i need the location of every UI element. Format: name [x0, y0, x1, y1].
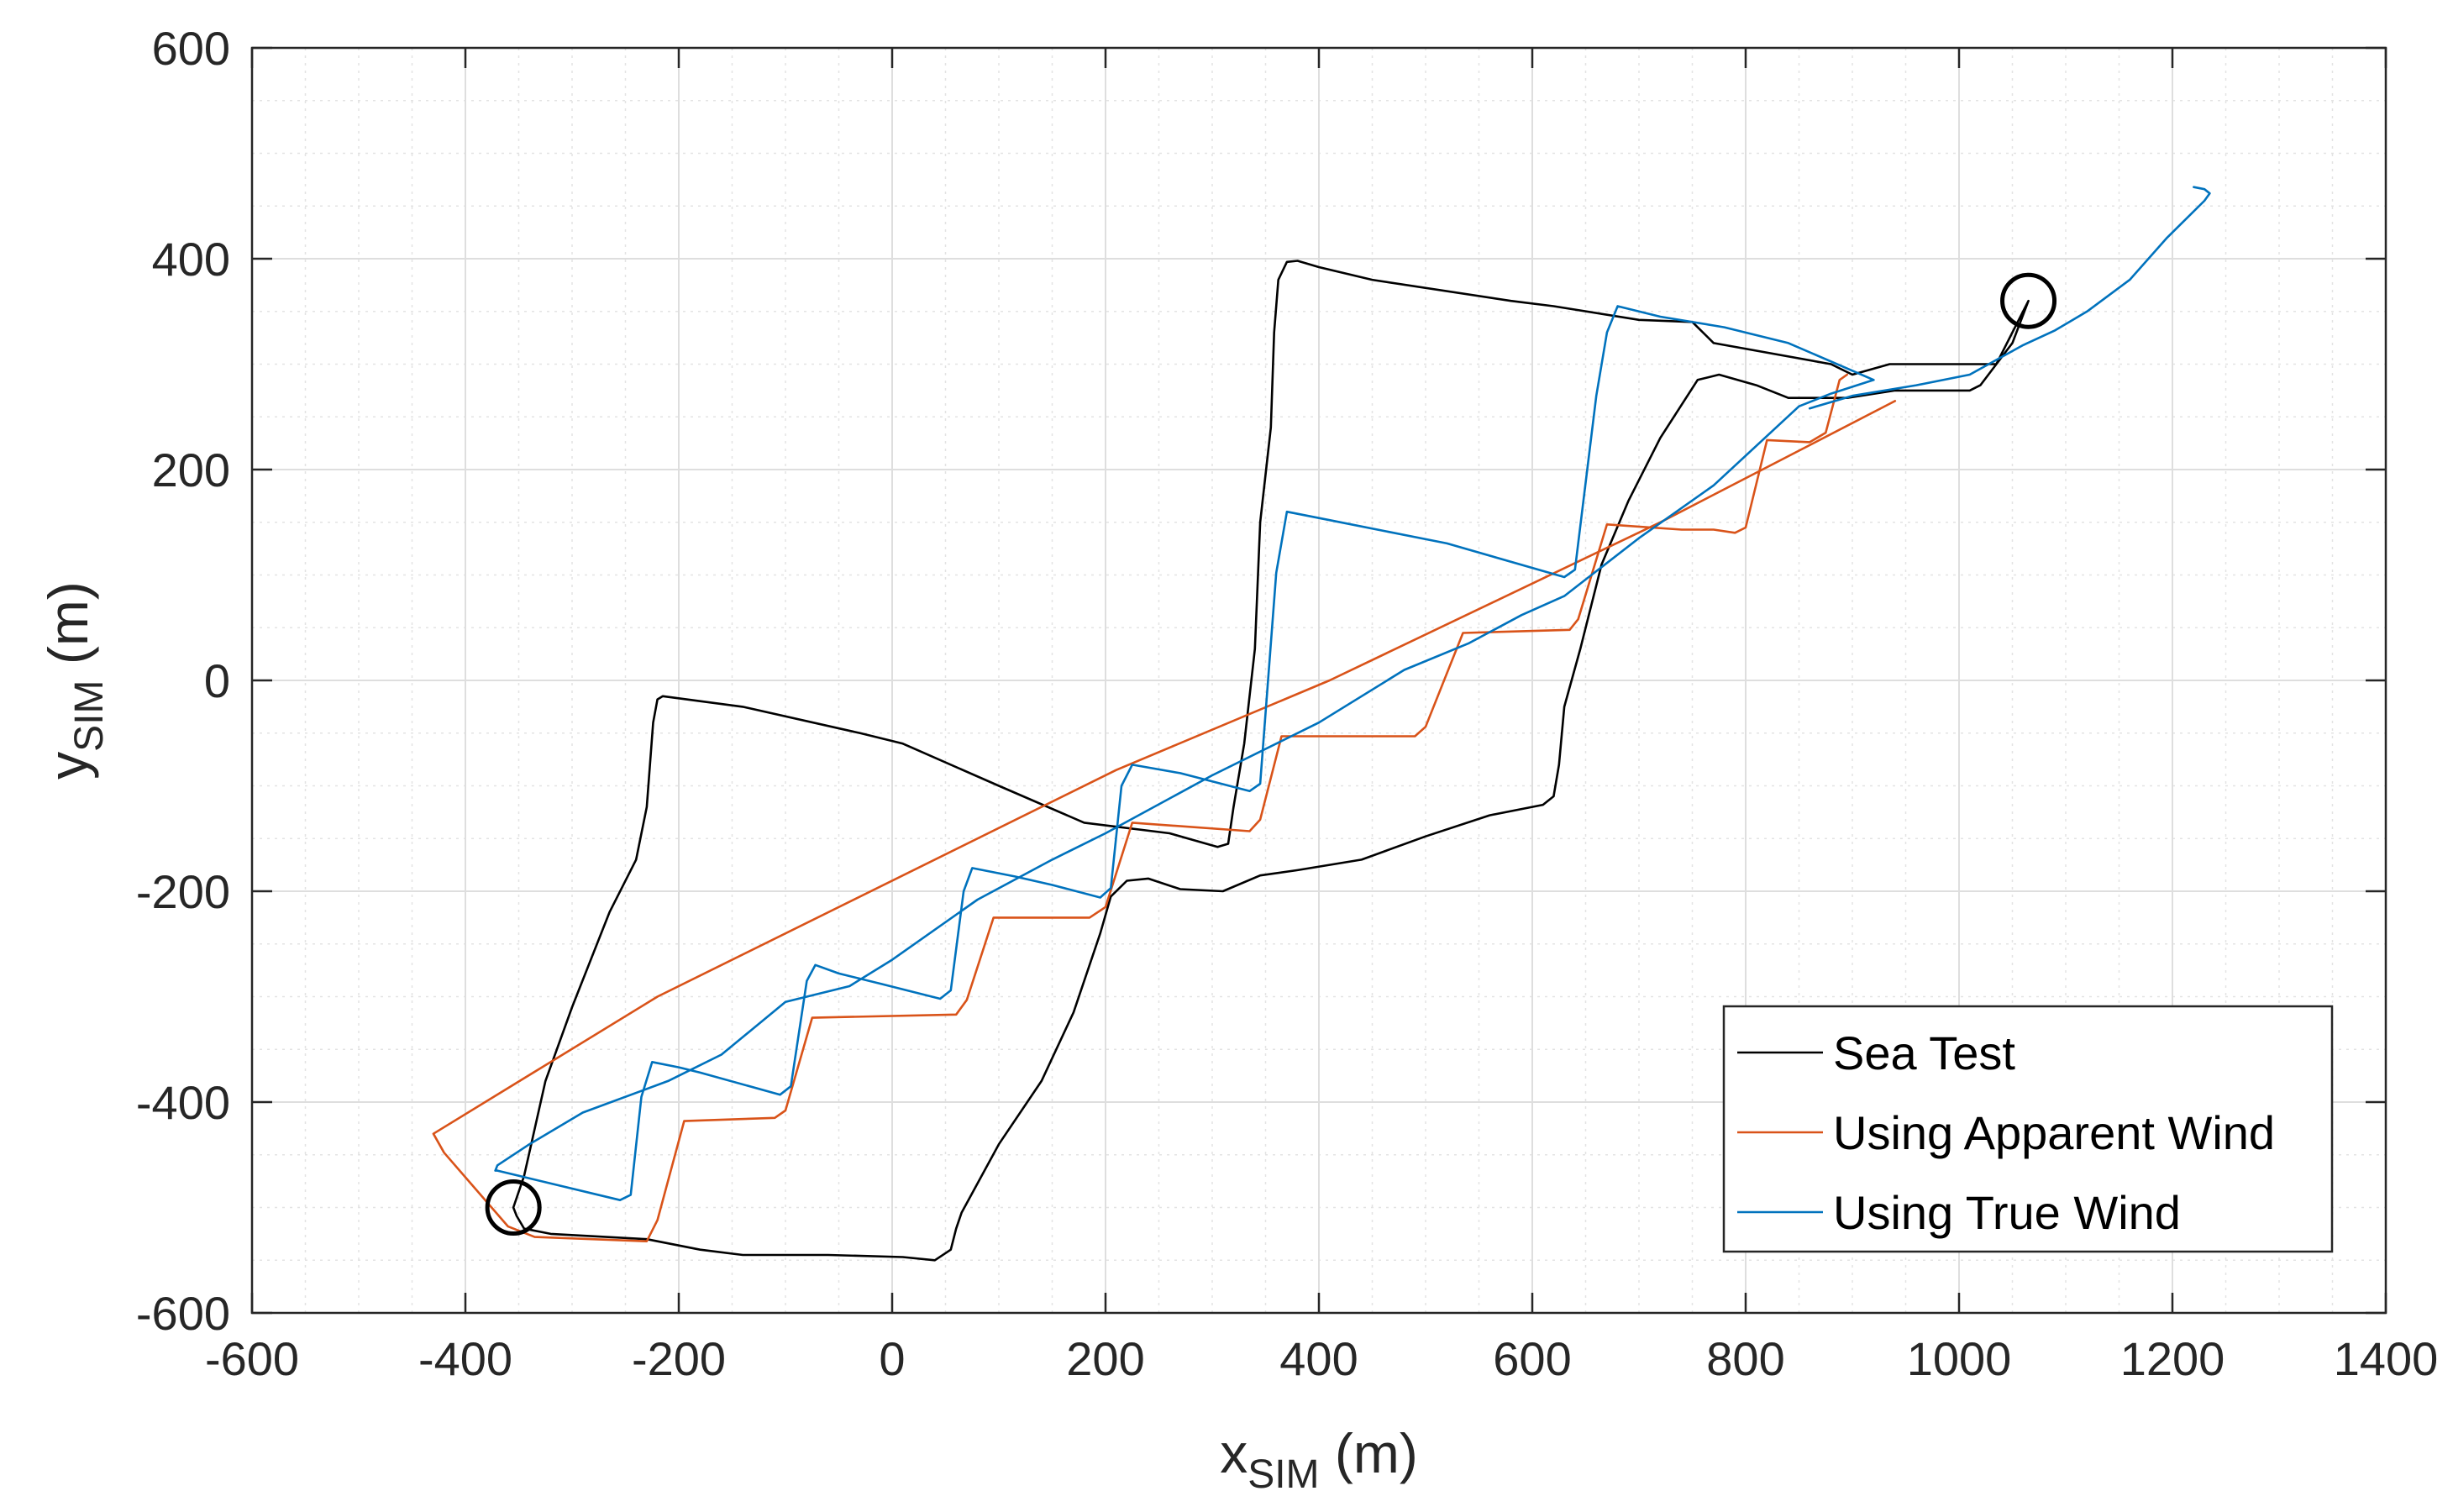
x-tick-label: -600 — [205, 1332, 299, 1385]
tick-marks — [250, 46, 2387, 1315]
x-tick-label: 400 — [1279, 1332, 1358, 1385]
y-tick-label: -400 — [136, 1076, 230, 1129]
x-tick-label: 0 — [879, 1332, 905, 1385]
y-axis-label: ySIM (m) — [37, 581, 112, 780]
y-tick-label: -200 — [136, 865, 230, 918]
start-marker-circle — [485, 1179, 542, 1236]
y-tick-label: 400 — [152, 233, 230, 286]
y-tick-label: -600 — [136, 1287, 230, 1340]
x-tick-label: 200 — [1066, 1332, 1144, 1385]
x-tick-labels: -600 -400 -200 0 200 400 600 800 1000 1200 1400 — [205, 1332, 2438, 1385]
legend-label-apparent-wind: Using Apparent Wind — [1833, 1106, 2275, 1159]
x-tick-label: 1200 — [2120, 1332, 2225, 1385]
legend: Sea Test Using Apparent Wind Using True … — [1722, 1005, 2334, 1253]
y-tick-label: 0 — [204, 654, 230, 707]
x-axis-label-sub: SIM — [1248, 1452, 1319, 1497]
series-layer — [432, 186, 2211, 1262]
legend-box — [1722, 1005, 2334, 1253]
series-line-extension — [1808, 186, 2211, 410]
x-axis-label: xSIM (m) — [1220, 1422, 1418, 1497]
legend-label-sea-test: Sea Test — [1833, 1026, 2015, 1079]
y-axis-label-unit: (m) — [37, 581, 99, 680]
series-line-sea-test — [512, 260, 2030, 1262]
x-tick-label: 1000 — [1907, 1332, 2012, 1385]
x-tick-label: 1400 — [2334, 1332, 2439, 1385]
x-tick-label: -200 — [632, 1332, 726, 1385]
x-tick-label: 800 — [1706, 1332, 1784, 1385]
y-tick-labels: -600 -400 -200 0 200 400 600 — [136, 22, 230, 1340]
legend-label-true-wind: Using True Wind — [1833, 1186, 2181, 1239]
x-axis-label-main: x — [1220, 1422, 1248, 1484]
x-tick-label: 600 — [1493, 1332, 1571, 1385]
x-axis-label-unit: (m) — [1320, 1422, 1418, 1484]
end-marker-circle — [2000, 272, 2057, 329]
y-tick-label: 600 — [152, 22, 230, 75]
series-line-using-true-wind — [494, 305, 1875, 1201]
series-line-using-apparent-wind — [432, 373, 1897, 1242]
y-tick-label: 200 — [152, 444, 230, 496]
y-axis-label-main: y — [37, 752, 99, 780]
y-axis-label-sub: SIM — [67, 680, 112, 751]
marker-layer — [485, 272, 2057, 1236]
x-tick-label: -400 — [418, 1332, 512, 1385]
